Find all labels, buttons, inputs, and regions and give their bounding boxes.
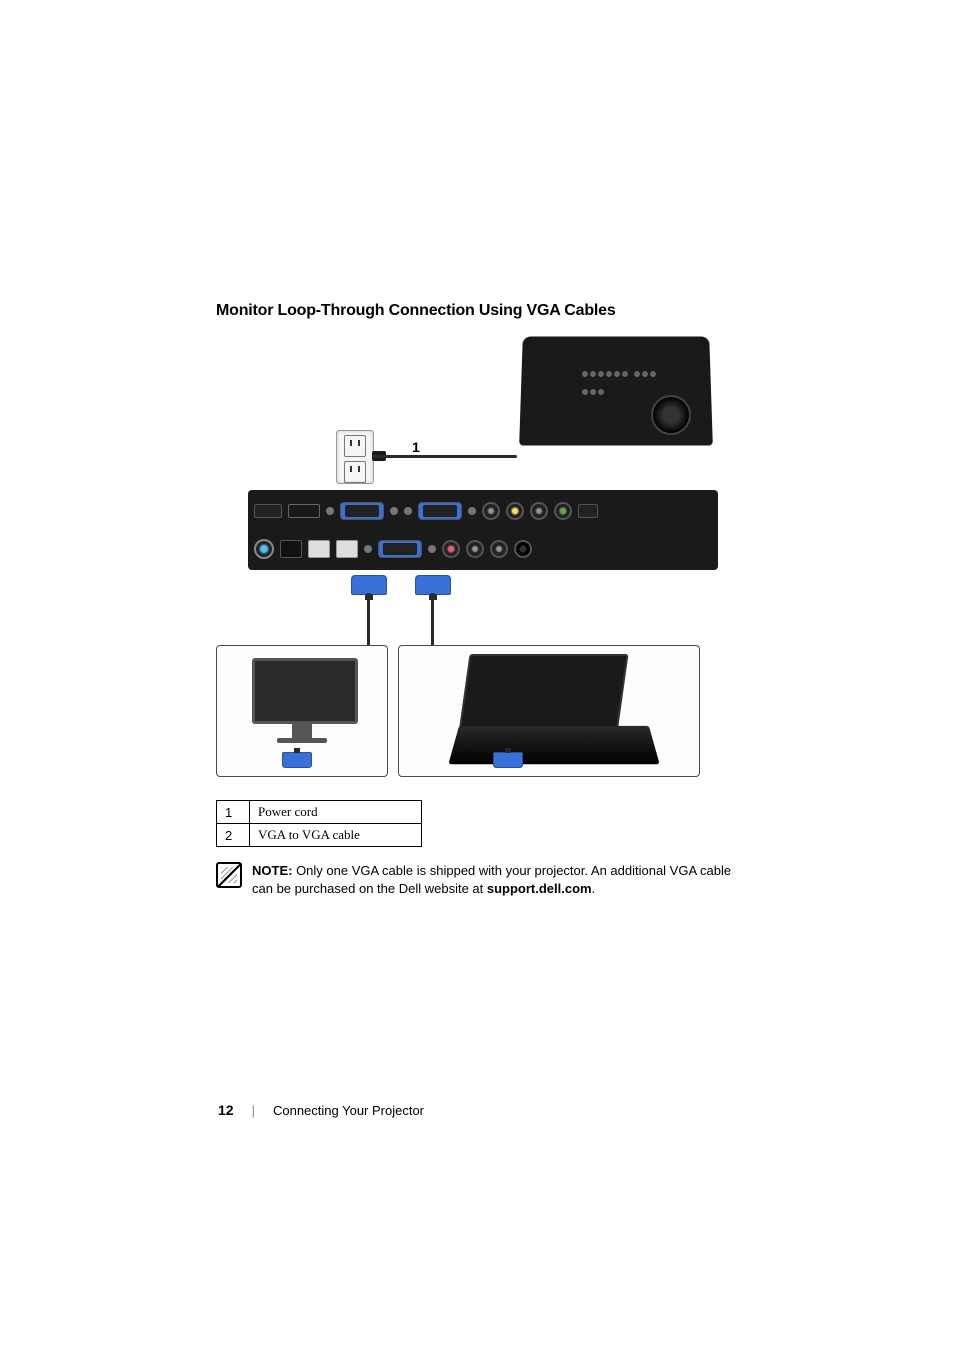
vga-connector-icon (415, 575, 451, 595)
projector-buttons (581, 365, 661, 395)
legend-desc: Power cord (250, 801, 422, 824)
antenna-port (254, 539, 274, 559)
table-row: 2 VGA to VGA cable (217, 824, 422, 847)
hdmi-port (288, 504, 320, 518)
screw-icon (364, 545, 372, 553)
screw-icon (428, 545, 436, 553)
section-title: Monitor Loop-Through Connection Using VG… (216, 302, 616, 320)
composite-port (506, 502, 524, 520)
projector-illustration (521, 335, 711, 445)
page-footer: 12 | Connecting Your Projector (218, 1102, 424, 1118)
legend-desc: VGA to VGA cable (250, 824, 422, 847)
table-row: 1 Power cord (217, 801, 422, 824)
note-text: NOTE: Only one VGA cable is shipped with… (252, 862, 746, 897)
vga-connector-icon (493, 752, 523, 768)
note-body-2: . (592, 881, 596, 896)
audio-in-r-port (490, 540, 508, 558)
usb-a-viewer-port (308, 540, 330, 558)
vga-b-port (378, 540, 422, 558)
dc12v-port (578, 504, 598, 518)
footer-divider: | (252, 1103, 255, 1118)
power-cord-cable (372, 455, 517, 458)
panel-row-top (254, 494, 712, 528)
screw-icon (404, 507, 412, 515)
audio-in-l-port (466, 540, 484, 558)
audio-in-port (554, 502, 572, 520)
projector-lens (651, 395, 691, 435)
note-icon (216, 862, 242, 888)
svideo-port (482, 502, 500, 520)
laptop-box (398, 645, 700, 777)
vga-a-out-port (340, 502, 384, 520)
page-number: 12 (218, 1102, 234, 1118)
legend-num: 2 (217, 824, 250, 847)
vga-connector-icon (351, 575, 387, 595)
projector-rear-panel (248, 490, 718, 570)
legend-num: 1 (217, 801, 250, 824)
vga-a-in-port (418, 502, 462, 520)
vga-connector-icon (282, 752, 312, 768)
laptop-illustration (454, 654, 674, 769)
connection-diagram: 1 (216, 335, 746, 780)
monitor-illustration (252, 658, 352, 728)
footer-section: Connecting Your Projector (273, 1103, 424, 1118)
lan-port (280, 540, 302, 558)
note-link: support.dell.com (487, 881, 592, 896)
monitor-box (216, 645, 388, 777)
legend-table: 1 Power cord 2 VGA to VGA cable (216, 800, 422, 847)
callout-1: 1 (412, 439, 420, 455)
usb-b-display-port (336, 540, 358, 558)
screw-icon (468, 507, 476, 515)
audio-out-port (514, 540, 532, 558)
rs232-port (530, 502, 548, 520)
screw-icon (326, 507, 334, 515)
screw-icon (390, 507, 398, 515)
wall-outlet (336, 430, 374, 484)
note-label: NOTE: (252, 863, 292, 878)
page: Monitor Loop-Through Connection Using VG… (0, 0, 954, 1351)
device-row (216, 645, 746, 780)
panel-row-bottom (254, 532, 712, 566)
mic-port (442, 540, 460, 558)
note-block: NOTE: Only one VGA cable is shipped with… (216, 862, 746, 897)
usb-remote-port (254, 504, 282, 518)
